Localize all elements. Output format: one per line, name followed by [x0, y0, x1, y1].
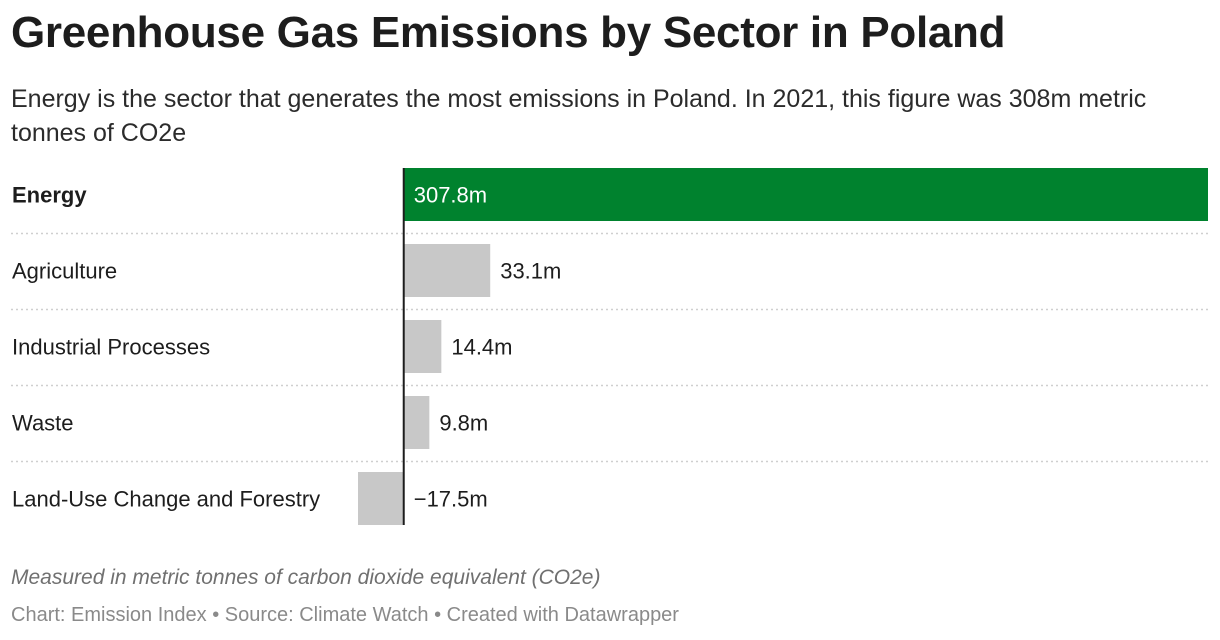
bar	[358, 472, 404, 525]
category-label: Industrial Processes	[12, 335, 210, 360]
chart-footer: Chart: Emission Index • Source: Climate …	[11, 604, 679, 626]
bar	[403, 320, 442, 373]
bar	[403, 244, 491, 297]
bar	[403, 396, 430, 449]
category-label: Land-Use Change and Forestry	[12, 487, 320, 512]
category-label: Agriculture	[12, 259, 117, 284]
value-label: −17.5m	[414, 487, 488, 512]
chart-subtitle: Energy is the sector that generates the …	[11, 85, 1147, 147]
bar-chart: Energy 307.8m Agriculture 33.1m Industrial P…	[11, 168, 1208, 525]
category-label: Energy	[12, 183, 87, 208]
value-label: 307.8m	[414, 183, 487, 208]
chart-notes: Measured in metric tonnes of carbon diox…	[11, 566, 601, 589]
value-label: 9.8m	[439, 411, 488, 436]
value-label: 14.4m	[451, 335, 512, 360]
value-label: 33.1m	[500, 259, 561, 284]
category-label: Waste	[12, 411, 74, 436]
chart-title: Greenhouse Gas Emissions by Sector in Po…	[11, 8, 1006, 57]
bar	[403, 168, 1208, 221]
